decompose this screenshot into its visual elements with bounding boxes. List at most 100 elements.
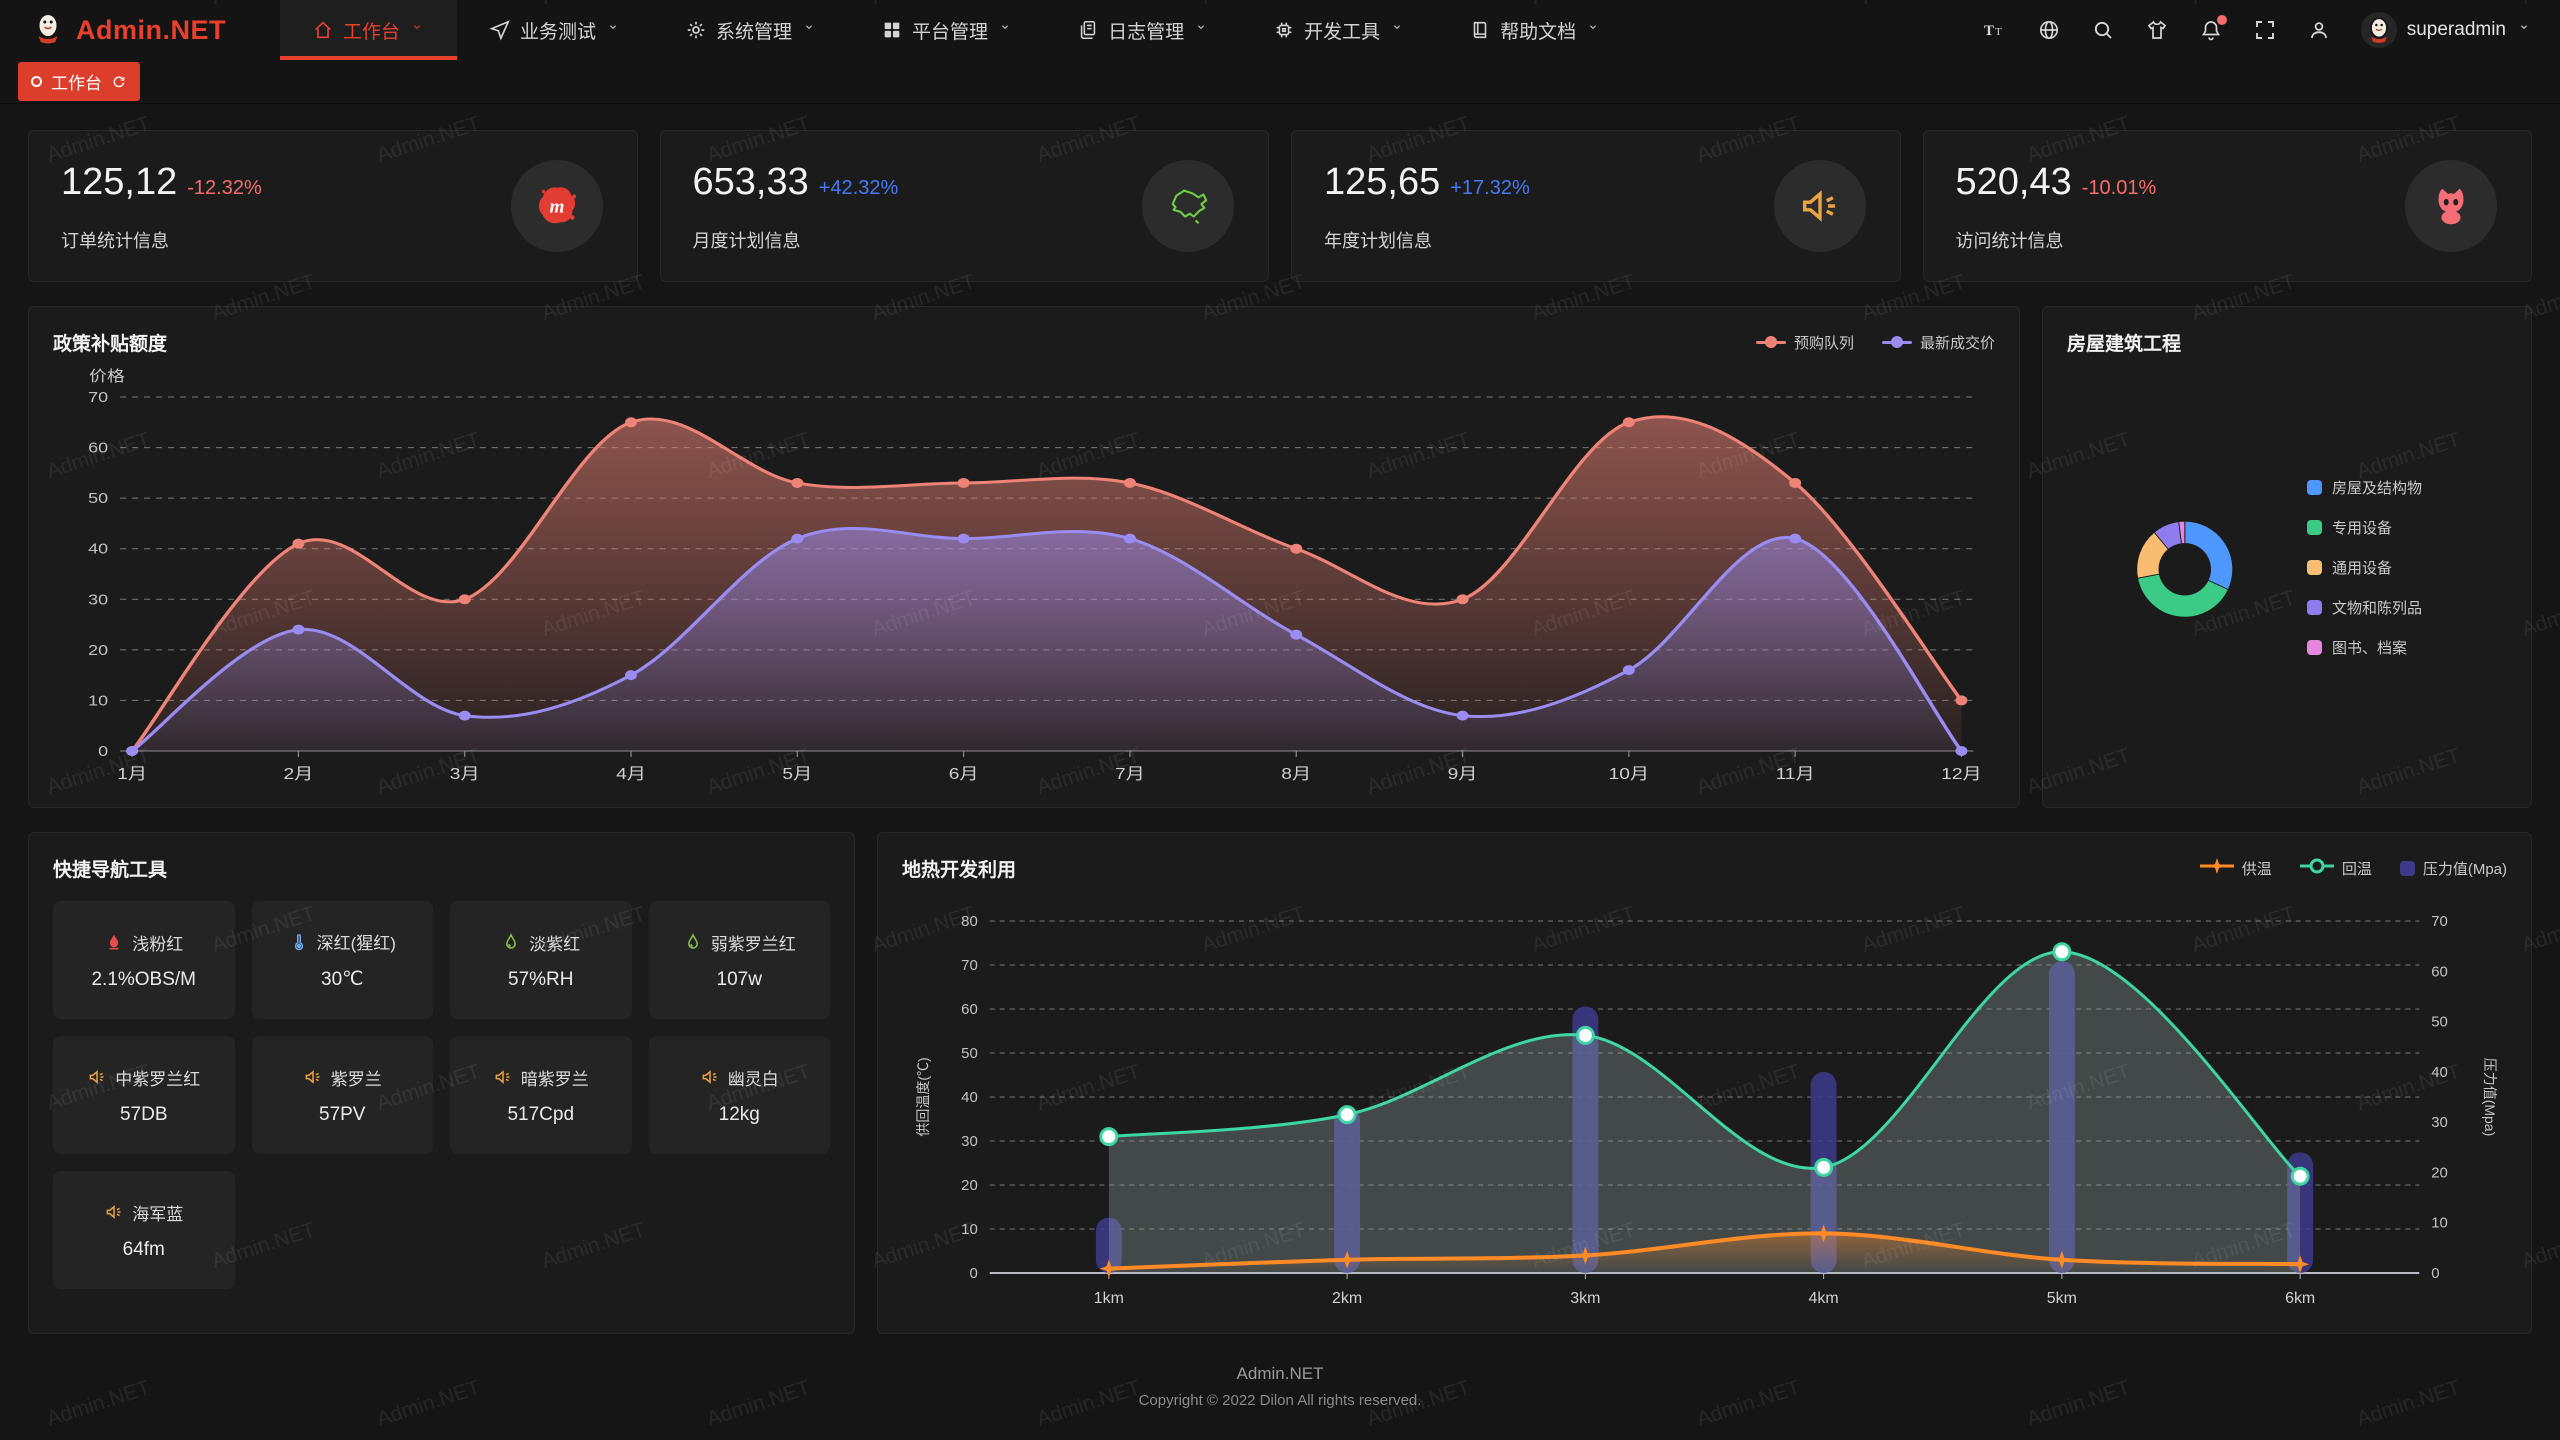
geothermal-panel: 地热开发利用 供温 回温 压力值(Mpa) 0 10 20 30 40 50 60 70 80 0 10… bbox=[877, 832, 2532, 1334]
user-dropdown[interactable]: superadmin bbox=[2360, 12, 2532, 48]
app-title: Admin.NET bbox=[76, 14, 226, 45]
notification-icon[interactable] bbox=[2199, 15, 2227, 42]
page-footer: Admin.NET Copyright © 2022 Dilon All rig… bbox=[28, 1364, 2532, 1409]
legend-房屋及结构物[interactable]: 房屋及结构物 bbox=[2307, 477, 2507, 498]
legend-label: 专用设备 bbox=[2332, 519, 2393, 537]
quick-nav-深红(猩红)[interactable]: 深红(猩红) 30℃ bbox=[251, 901, 433, 1019]
theme-icon[interactable] bbox=[2145, 18, 2169, 42]
menu-item-帮助文档[interactable]: 帮助文档 bbox=[1437, 0, 1633, 60]
quick-nav-紫罗兰[interactable]: 紫罗兰 57PV bbox=[251, 1036, 433, 1154]
drop-icon bbox=[501, 932, 521, 952]
legend-label: 通用设备 bbox=[2332, 559, 2393, 577]
legend-label: 文物和陈列品 bbox=[2332, 599, 2423, 617]
fullscreen-icon[interactable] bbox=[2253, 18, 2277, 42]
building-project-donut-chart bbox=[2136, 520, 2234, 618]
chevron-down-icon bbox=[2516, 19, 2532, 41]
legend-图书、档案[interactable]: 图书、档案 bbox=[2307, 637, 2507, 658]
svg-text:50: 50 bbox=[2431, 1014, 2448, 1031]
quick-nav-value: 57PV bbox=[319, 1103, 366, 1125]
legend-label: 预购队列 bbox=[1793, 334, 1854, 352]
refresh-icon[interactable] bbox=[111, 74, 127, 90]
legend-供温[interactable]: 供温 bbox=[2199, 858, 2272, 879]
menu-item-label: 开发工具 bbox=[1304, 21, 1381, 43]
legend-marker bbox=[2199, 858, 2234, 878]
legend-回温[interactable]: 回温 bbox=[2299, 858, 2372, 879]
stat-value: 653,33 bbox=[692, 161, 809, 203]
menu-item-系统管理[interactable]: 系统管理 bbox=[653, 0, 849, 60]
building-project-panel: 房屋建筑工程 房屋及结构物专用设备通用设备文物和陈列品 图书、档案 bbox=[2042, 306, 2532, 808]
quick-nav-淡紫红[interactable]: 淡紫红 57%RH bbox=[450, 901, 632, 1019]
quick-nav-浅粉红[interactable]: 浅粉红 2.1%OBS/M bbox=[53, 901, 235, 1019]
svg-text:60: 60 bbox=[2431, 963, 2448, 980]
quick-nav-幽灵白[interactable]: 幽灵白 12kg bbox=[648, 1036, 830, 1154]
quick-nav-弱紫罗兰红[interactable]: 弱紫罗兰红 107w bbox=[648, 901, 830, 1019]
legend-marker bbox=[2307, 599, 2322, 615]
menu-item-日志管理[interactable]: 日志管理 bbox=[1045, 0, 1241, 60]
svg-text:T: T bbox=[1984, 23, 1994, 39]
chevron-down-icon bbox=[1193, 19, 1209, 41]
language-icon[interactable] bbox=[2037, 18, 2061, 42]
legend-文物和陈列品[interactable]: 文物和陈列品 bbox=[2307, 597, 2507, 618]
quick-nav-grid: 浅粉红 2.1%OBS/M 深红(猩红) 30℃ 淡紫红 57%RH 弱紫罗兰红 107w 中紫… bbox=[53, 901, 830, 1289]
quick-nav-label: 浅粉红 bbox=[132, 934, 184, 954]
legend-预购队列[interactable]: 预购队列 bbox=[1755, 332, 1854, 353]
svg-text:40: 40 bbox=[2431, 1064, 2448, 1081]
fire-icon bbox=[104, 932, 124, 952]
chevron-down-icon bbox=[605, 19, 621, 41]
menu-item-工作台[interactable]: 工作台 bbox=[280, 0, 458, 60]
svg-text:11月: 11月 bbox=[1776, 765, 1815, 783]
quick-nav-暗紫罗兰[interactable]: 暗紫罗兰 517Cpd bbox=[450, 1036, 632, 1154]
tag-工作台[interactable]: 工作台 bbox=[18, 62, 140, 101]
quick-nav-value: 57DB bbox=[119, 1103, 168, 1125]
stat-cards-row: 125,12 -12.32% 订单统计信息 m 653,33 +42.32% 月度计划信息 1… bbox=[28, 130, 2532, 282]
menu-item-开发工具[interactable]: 开发工具 bbox=[1241, 0, 1437, 60]
geothermal-legend: 供温 回温 压力值(Mpa) bbox=[2199, 858, 2507, 879]
grid-icon bbox=[881, 19, 903, 41]
chevron-down-icon bbox=[1585, 19, 1601, 41]
legend-marker bbox=[1881, 335, 1912, 349]
footer-brand: Admin.NET bbox=[1236, 1364, 1324, 1383]
stat-label: 月度计划信息 bbox=[692, 231, 801, 251]
svg-text:7月: 7月 bbox=[1115, 765, 1145, 783]
svg-text:2km: 2km bbox=[1332, 1290, 1362, 1307]
legend-专用设备[interactable]: 专用设备 bbox=[2307, 517, 2507, 538]
menu-item-label: 日志管理 bbox=[1108, 21, 1185, 43]
quick-nav-value: 30℃ bbox=[321, 969, 364, 990]
search-icon[interactable] bbox=[2091, 18, 2115, 42]
menu-item-label: 系统管理 bbox=[716, 21, 793, 43]
svg-text:供回温度(℃): 供回温度(℃) bbox=[915, 1057, 931, 1136]
quick-nav-中紫罗兰红[interactable]: 中紫罗兰红 57DB bbox=[53, 1036, 235, 1154]
svg-text:压力值(Mpa): 压力值(Mpa) bbox=[2482, 1058, 2498, 1137]
svg-text:3km: 3km bbox=[1570, 1290, 1600, 1307]
tag-label: 工作台 bbox=[51, 74, 102, 93]
user-icon[interactable] bbox=[2307, 18, 2331, 42]
quick-nav-label: 海军蓝 bbox=[132, 1204, 184, 1224]
svg-text:5km: 5km bbox=[2047, 1290, 2077, 1307]
svg-text:6km: 6km bbox=[2285, 1290, 2315, 1307]
quick-nav-label: 深红(猩红) bbox=[316, 934, 396, 953]
quick-nav-label: 淡紫红 bbox=[529, 934, 581, 954]
svg-text:0: 0 bbox=[969, 1265, 977, 1282]
policy-subsidy-title: 政策补贴额度 bbox=[53, 333, 168, 355]
quick-nav-panel: 快捷导航工具 浅粉红 2.1%OBS/M 深红(猩红) 30℃ 淡紫红 57%RH 弱紫罗兰… bbox=[28, 832, 855, 1334]
stat-card-年度计划信息: 125,65 +17.32% 年度计划信息 bbox=[1291, 130, 1901, 282]
legend-label: 图书、档案 bbox=[2332, 639, 2408, 657]
quick-nav-海军蓝[interactable]: 海军蓝 64fm bbox=[53, 1171, 235, 1289]
building-project-title: 房屋建筑工程 bbox=[2067, 333, 2182, 355]
menu-item-平台管理[interactable]: 平台管理 bbox=[849, 0, 1045, 60]
stat-card-月度计划信息: 653,33 +42.32% 月度计划信息 bbox=[659, 130, 1269, 282]
user-avatar bbox=[2360, 12, 2397, 48]
legend-marker bbox=[2399, 860, 2415, 876]
stat-value: 520,43 bbox=[1955, 161, 2072, 203]
legend-通用设备[interactable]: 通用设备 bbox=[2307, 557, 2507, 578]
legend-最新成交价[interactable]: 最新成交价 bbox=[1881, 332, 1995, 353]
menu-item-业务测试[interactable]: 业务测试 bbox=[457, 0, 653, 60]
svg-text:10: 10 bbox=[961, 1221, 978, 1238]
menu-item-label: 工作台 bbox=[343, 21, 401, 43]
policy-subsidy-panel: 政策补贴额度 预购队列 最新成交价 10 20 30 40 50 60 70 0 价格 1月 2月 3月… bbox=[28, 306, 2020, 808]
svg-text:10: 10 bbox=[88, 692, 108, 709]
legend-压力值(Mpa)[interactable]: 压力值(Mpa) bbox=[2399, 858, 2507, 879]
legend-label: 最新成交价 bbox=[1919, 334, 1995, 352]
